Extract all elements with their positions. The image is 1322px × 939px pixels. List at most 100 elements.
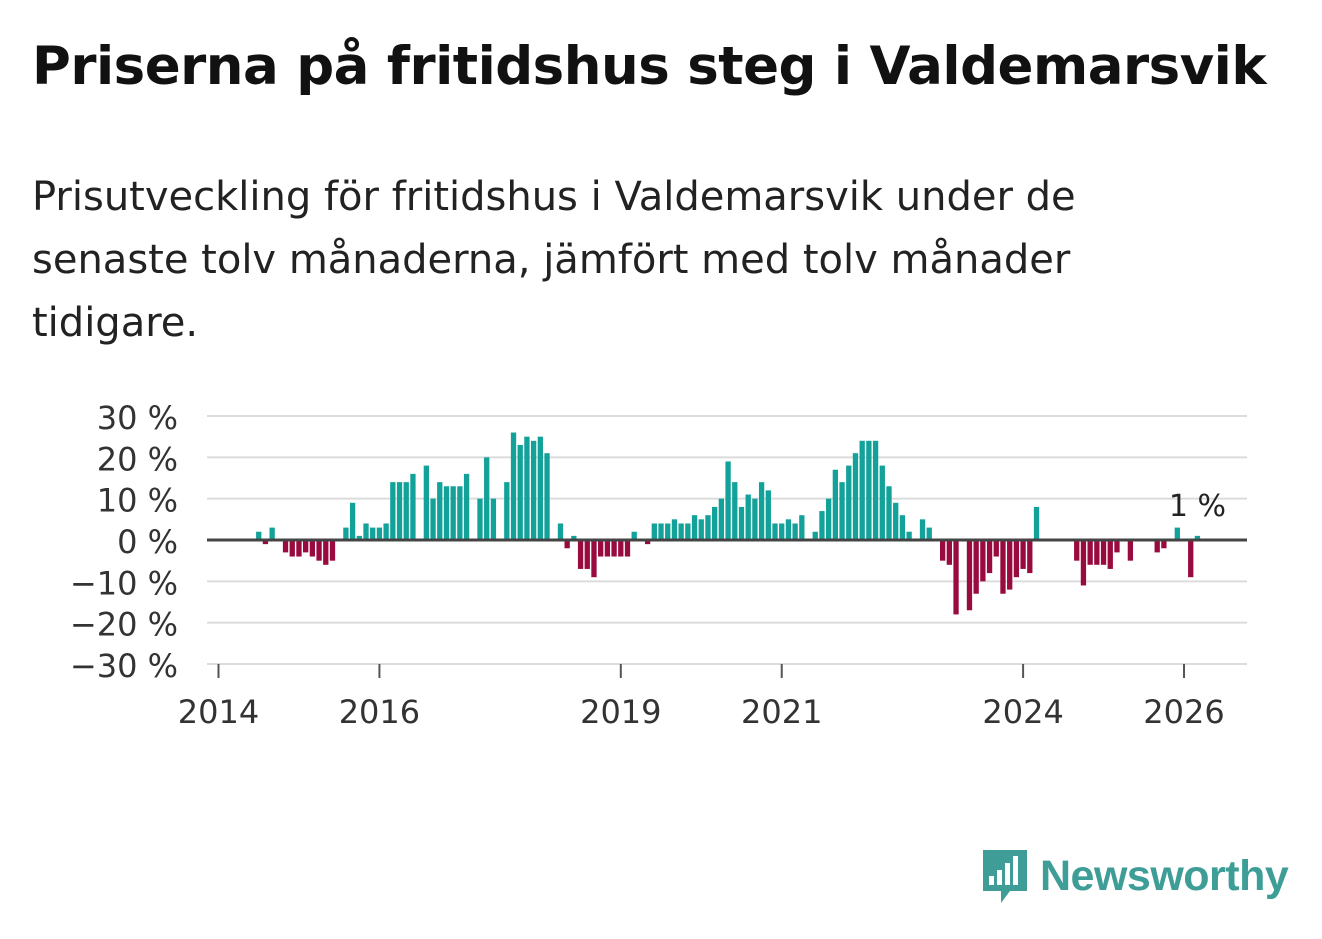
bar (826, 498, 832, 540)
x-tick-label: 2016 (339, 693, 420, 731)
bar (390, 482, 396, 540)
bar (846, 465, 852, 540)
bar (919, 519, 926, 540)
bar (544, 453, 550, 540)
bar (705, 515, 711, 540)
bar (376, 527, 383, 540)
bar (598, 540, 604, 557)
bar (1000, 540, 1006, 594)
bar (537, 436, 543, 540)
bar (282, 540, 289, 553)
bar (410, 473, 416, 540)
bar (799, 515, 805, 540)
bar (738, 506, 745, 540)
bar (980, 540, 986, 582)
bar (403, 482, 409, 540)
bar (1107, 540, 1113, 569)
bar (611, 540, 617, 557)
bar (349, 502, 356, 540)
bar (430, 498, 436, 540)
bar (618, 540, 624, 557)
bar (289, 540, 295, 557)
bar (1161, 540, 1167, 549)
bar (886, 486, 892, 540)
bar (624, 540, 631, 557)
bar (779, 523, 785, 540)
bar (504, 482, 510, 540)
bar (872, 440, 879, 540)
bar-chart: 30 %20 %10 %0 %−10 %−20 %−30 % 2014 2016 2… (70, 399, 1247, 731)
bar (691, 515, 698, 540)
bar (819, 511, 825, 540)
x-tick-label: 2014 (178, 693, 259, 731)
bar (651, 523, 657, 540)
bar (758, 482, 765, 540)
bar (343, 527, 349, 540)
bar (966, 540, 973, 611)
bar (1100, 540, 1107, 565)
x-tick-label: 2019 (580, 693, 661, 731)
bar (1114, 540, 1120, 553)
bar (712, 506, 718, 540)
bar (1033, 506, 1040, 540)
bar (752, 498, 758, 540)
bar (772, 523, 778, 540)
bar (571, 535, 577, 540)
bar (1027, 540, 1033, 574)
bar (973, 540, 979, 594)
bar (530, 440, 537, 540)
bar (463, 473, 470, 540)
bar (745, 494, 751, 540)
bar (665, 523, 671, 540)
bar (1127, 540, 1134, 561)
y-tick-label: 0 % (117, 523, 178, 561)
x-axis-labels: 2014 2016 2019 2021 2024 2026 (178, 664, 1225, 731)
bar (1020, 540, 1026, 569)
y-tick-label: 10 % (97, 482, 178, 520)
bar (678, 523, 684, 540)
bar (946, 540, 952, 565)
bar (953, 540, 959, 615)
bar (631, 531, 637, 540)
bar (1013, 540, 1020, 578)
bar (1087, 540, 1093, 565)
bar (852, 453, 859, 540)
bar (510, 432, 517, 540)
bar (725, 461, 731, 540)
x-tick-label: 2021 (741, 693, 822, 731)
bar (457, 486, 463, 540)
y-tick-label: −10 % (70, 564, 178, 602)
bar (899, 515, 906, 540)
bar (785, 519, 792, 540)
bar (296, 540, 302, 557)
bar (926, 527, 932, 540)
brand-name: Newsworthy (1040, 851, 1289, 900)
bar (812, 531, 818, 540)
bar (718, 498, 725, 540)
bar (477, 498, 483, 540)
bar (893, 502, 899, 540)
bar (584, 540, 590, 569)
bar (443, 486, 450, 540)
bar (309, 540, 316, 557)
brand: Newsworthy (980, 846, 1289, 906)
bar (939, 540, 946, 561)
bar (557, 523, 564, 540)
bar (765, 490, 771, 540)
y-tick-label: −20 % (70, 606, 178, 644)
bar-layer (256, 432, 1201, 615)
bar (604, 540, 611, 557)
bar (906, 531, 912, 540)
bar (423, 465, 429, 540)
bar (1080, 540, 1087, 586)
bar (1074, 540, 1080, 561)
bar (1154, 540, 1160, 553)
bar (993, 540, 999, 557)
bar (859, 440, 865, 540)
bar (986, 540, 993, 574)
newsworthy-logo-icon (983, 850, 1027, 903)
bar (698, 519, 704, 540)
bar (564, 540, 570, 549)
bar (329, 540, 336, 561)
bar (792, 523, 798, 540)
